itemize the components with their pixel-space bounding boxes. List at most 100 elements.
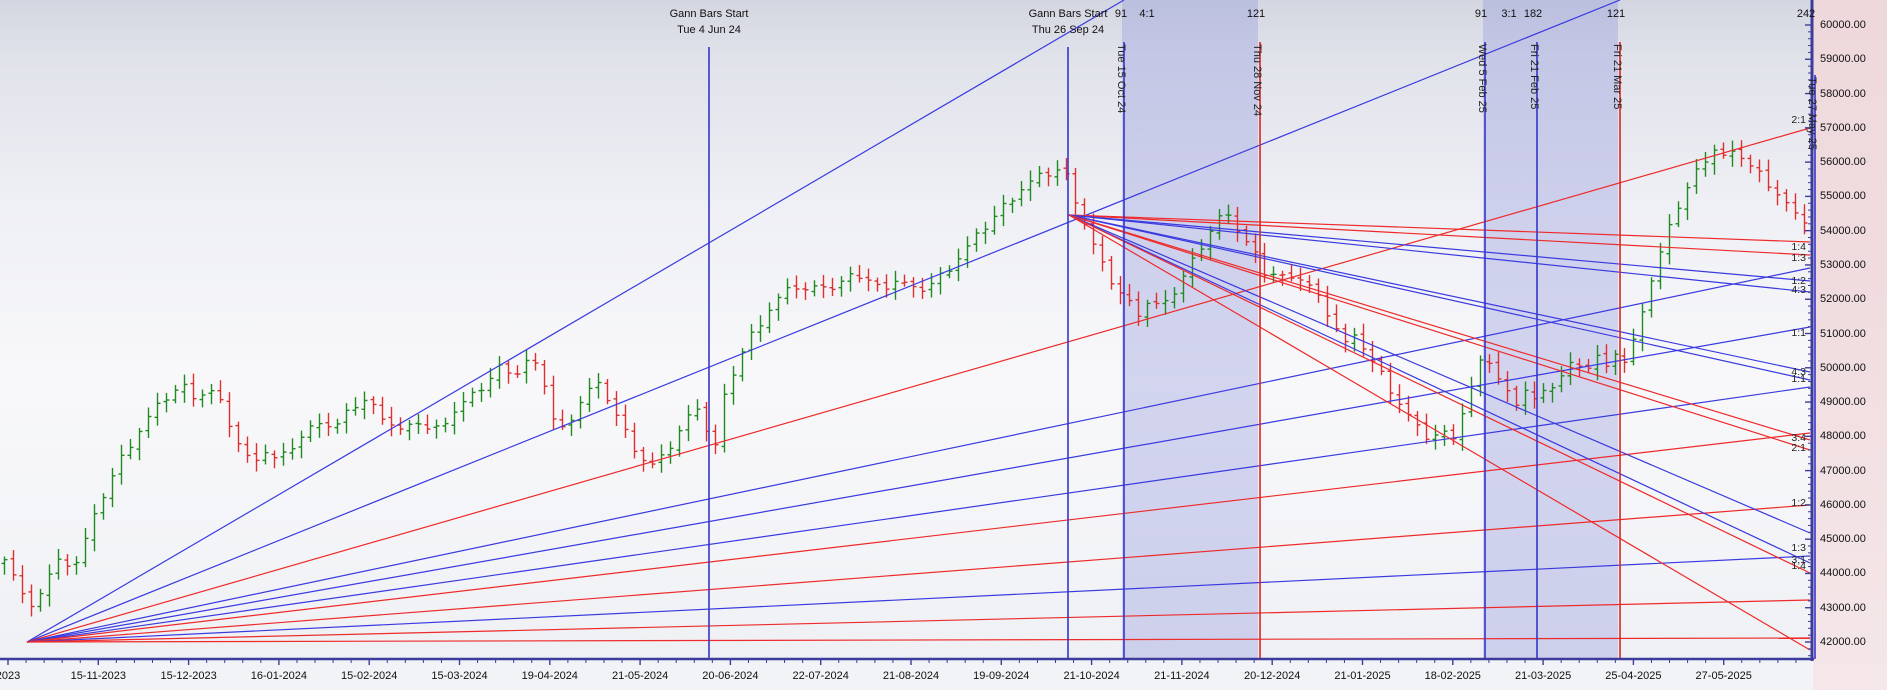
gann-fan-line[interactable]	[26, 555, 1811, 643]
gann-ratio-label: 1:3	[1791, 252, 1806, 264]
ohlc-bar	[811, 280, 818, 297]
ohlc-bar	[496, 356, 503, 389]
ohlc-bar	[946, 265, 953, 279]
ohlc-bar	[586, 378, 593, 412]
gann-fan-line[interactable]	[26, 326, 1811, 643]
ohlc-bar	[244, 436, 251, 463]
ohlc-bar	[1603, 344, 1610, 374]
ohlc-bar	[316, 413, 323, 438]
ohlc-bar	[1495, 351, 1502, 385]
ohlc-bar	[82, 528, 89, 568]
ohlc-bar	[1351, 327, 1358, 352]
date-tick-label: 16-01-2024	[250, 670, 308, 682]
ohlc-bar	[343, 403, 350, 434]
time-axis-strip[interactable]	[0, 661, 1813, 690]
date-tick-label: 21-08-2024	[882, 670, 940, 682]
ohlc-bar	[442, 417, 449, 433]
ohlc-bar	[361, 391, 368, 420]
ohlc-bar	[1792, 193, 1799, 220]
ohlc-bar	[1675, 201, 1682, 228]
ohlc-bar	[469, 387, 476, 407]
gann-fan-line[interactable]	[26, 127, 1811, 643]
ohlc-bar	[1522, 381, 1529, 415]
gann-fan-line[interactable]	[26, 432, 1811, 643]
ohlc-bar	[1756, 159, 1763, 183]
ohlc-bar	[892, 270, 899, 300]
ohlc-bar	[1342, 323, 1349, 353]
ohlc-bar	[1000, 194, 1007, 227]
ohlc-bar	[334, 418, 341, 434]
gann-ratio-label: 1:4	[1791, 241, 1806, 253]
ohlc-bar	[1486, 354, 1493, 373]
ohlc-bar	[1567, 352, 1574, 386]
ohlc-bar	[1504, 371, 1511, 403]
ohlc-bar	[1279, 270, 1286, 286]
ohlc-bar	[514, 365, 521, 378]
ohlc-bar	[163, 392, 170, 413]
ohlc-bar	[1720, 142, 1727, 159]
gann-ratio-label: 4:3	[1791, 366, 1806, 378]
ohlc-bar	[1621, 348, 1628, 373]
ohlc-bar	[838, 276, 845, 297]
gann-fan-line[interactable]	[1068, 214, 1811, 256]
date-tick-label: 2023	[0, 670, 21, 682]
gann-fan-line[interactable]	[1068, 214, 1811, 441]
gann-ratio-label: 1:3	[1791, 542, 1806, 554]
ohlc-bar	[1639, 303, 1646, 352]
gann-fan-line[interactable]	[1068, 214, 1811, 282]
gann-fan-line[interactable]	[26, 599, 1811, 643]
date-tick-label: 25-04-2025	[1605, 670, 1662, 682]
ohlc-bar	[1153, 292, 1160, 309]
gann-fan-line[interactable]	[26, 0, 1125, 643]
gann-fan-line[interactable]	[26, 267, 1811, 643]
ohlc-bar	[55, 548, 62, 580]
gann-fan-line[interactable]	[1068, 214, 1811, 381]
ohlc-bar	[865, 268, 872, 292]
date-tick-label: 15-03-2024	[431, 670, 488, 682]
gann-ratio-label: 1:2	[1791, 275, 1806, 287]
ohlc-bar	[1180, 270, 1187, 303]
ohlc-bar	[505, 360, 512, 384]
gann-fan-line[interactable]	[1068, 214, 1811, 373]
cycle-count-label: 3:1	[1501, 8, 1517, 20]
ohlc-bar	[1396, 384, 1403, 414]
ohlc-bar	[451, 401, 458, 435]
time-cycle-band[interactable]	[1122, 0, 1258, 659]
date-tick-label: 21-01-2025	[1334, 670, 1391, 682]
ohlc-bar	[415, 413, 422, 434]
ohlc-bar	[1801, 204, 1808, 235]
ohlc-bar	[1171, 287, 1178, 309]
ohlc-bar	[145, 407, 152, 439]
gann-fan-line[interactable]	[1068, 214, 1811, 651]
date-tick-label: 15-12-2023	[160, 670, 217, 682]
price-axis-panel[interactable]	[1813, 0, 1887, 690]
ohlc-bar	[1027, 170, 1034, 201]
ohlc-bar	[352, 397, 359, 416]
gann-fan-line[interactable]	[26, 0, 1621, 643]
gann-fan-line[interactable]	[1068, 214, 1811, 243]
time-cycle-band[interactable]	[1483, 0, 1618, 659]
price-tick-label: 51000.00	[1820, 327, 1866, 340]
gann-fan-line[interactable]	[1068, 214, 1811, 574]
ohlc-bar	[64, 554, 71, 576]
ohlc-bar	[1135, 291, 1142, 326]
ohlc-bar	[190, 373, 197, 407]
ohlc-bar	[154, 392, 161, 426]
gann-fan-line[interactable]	[1068, 214, 1811, 451]
ohlc-bar	[847, 266, 854, 292]
price-tick-label: 52000.00	[1820, 293, 1866, 306]
vertical-date-label: Fri 21 Mar 25	[1611, 44, 1623, 110]
price-tick-label: 56000.00	[1820, 156, 1866, 169]
gann-fan-line[interactable]	[1068, 214, 1811, 293]
date-tick-label: 15-02-2024	[341, 670, 398, 682]
gann-fan-line[interactable]	[1068, 214, 1811, 534]
gann-fan-line[interactable]	[26, 504, 1811, 643]
ohlc-bar	[307, 420, 314, 443]
gann-fan-line[interactable]	[1068, 214, 1811, 564]
cycle-count-label: 4:1	[1139, 8, 1155, 20]
gann-ratio-label: 1:1	[1791, 327, 1806, 339]
gann-fan-line[interactable]	[26, 637, 1811, 643]
price-tick-label: 46000.00	[1820, 498, 1866, 511]
price-tick-label: 53000.00	[1820, 258, 1866, 271]
